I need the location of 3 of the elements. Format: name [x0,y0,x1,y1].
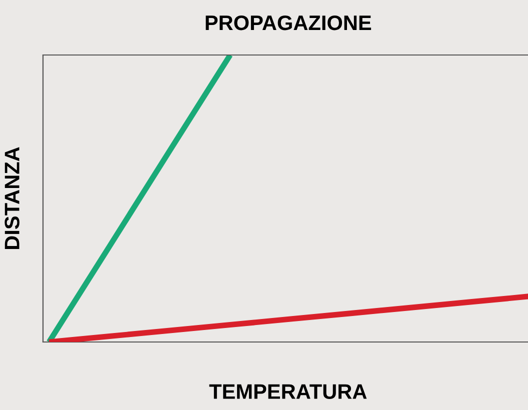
chart-title: PROPAGAZIONE [206,15,372,30]
y-axis-title: DISTANZA [4,147,20,249]
x-axis-title: TEMPERATURA [209,384,367,399]
